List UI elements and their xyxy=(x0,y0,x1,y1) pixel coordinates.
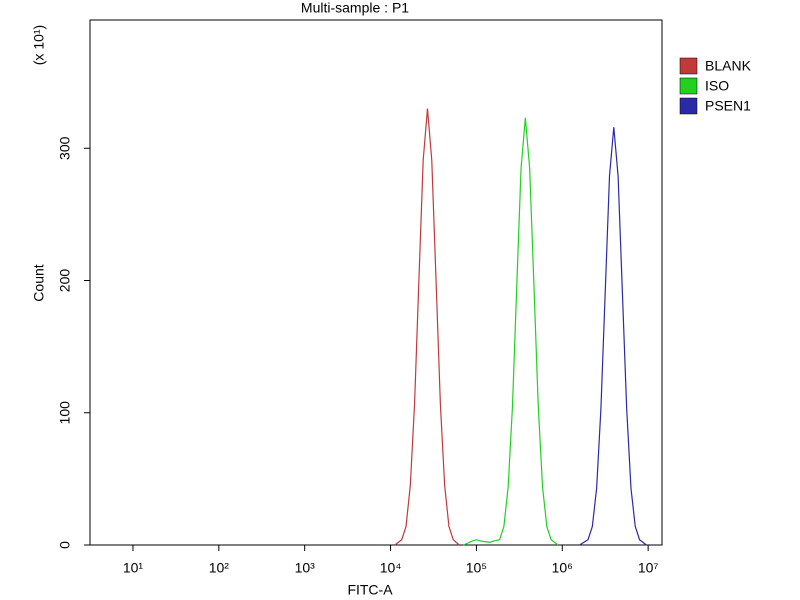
y-tick-label: 200 xyxy=(57,269,73,293)
y-tick-label: 0 xyxy=(57,541,73,549)
legend-swatch xyxy=(679,97,698,115)
y-tick-label: 100 xyxy=(57,401,73,425)
legend-swatch xyxy=(679,57,698,75)
chart-title: Multi-sample : P1 xyxy=(301,0,409,16)
y-axis-label: Count xyxy=(31,264,47,301)
plot-frame xyxy=(89,19,663,546)
series-line xyxy=(463,117,559,546)
x-tick-label: 10¹ xyxy=(123,560,144,576)
series-line xyxy=(394,108,460,546)
y-tick-label: 300 xyxy=(57,136,73,160)
x-tick-label: 10⁴ xyxy=(380,560,402,576)
x-tick-label: 10⁷ xyxy=(638,560,659,576)
legend-label: PSEN1 xyxy=(705,98,751,114)
series-line xyxy=(579,127,647,546)
x-tick-label: 10² xyxy=(209,560,230,576)
y-multiplier: (x 10¹) xyxy=(31,25,47,65)
x-tick-label: 10⁵ xyxy=(466,560,487,576)
legend-label: BLANK xyxy=(705,58,752,74)
x-axis-label: FITC-A xyxy=(347,582,393,598)
legend-label: ISO xyxy=(705,78,729,94)
x-tick-label: 10⁶ xyxy=(552,560,573,576)
legend-swatch xyxy=(679,77,698,95)
x-tick-label: 10³ xyxy=(295,560,316,576)
